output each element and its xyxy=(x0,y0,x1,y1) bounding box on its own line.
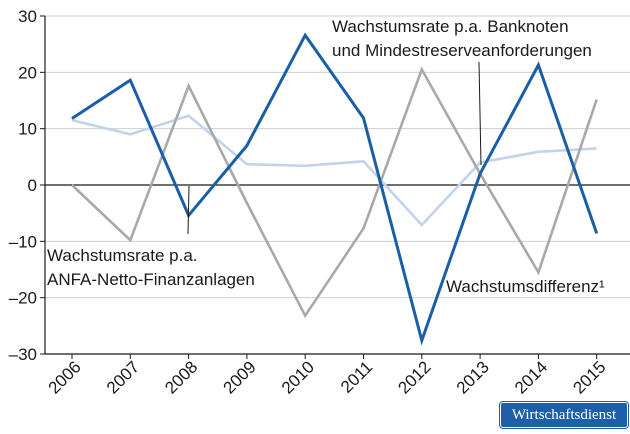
series-line-differenz xyxy=(71,114,597,227)
y-tick-label: 20 xyxy=(18,63,37,82)
series-line-anfa xyxy=(71,66,598,319)
y-tick-label: –30 xyxy=(9,345,37,364)
differenz-label: Wachstumsdifferenz¹ xyxy=(446,277,605,296)
y-tick-label: –20 xyxy=(9,289,37,308)
x-tick-label: 2015 xyxy=(569,357,609,397)
x-tick-label: 2010 xyxy=(278,357,318,397)
banknoten-label-line2: und Mindestreserveanforderungen xyxy=(332,41,592,60)
x-tick-label: 2013 xyxy=(453,357,493,397)
series-line-banknoten xyxy=(71,32,599,346)
x-tick-label: 2011 xyxy=(337,357,376,396)
anfa-label-line2: ANFA-Netto-Finanzanlagen xyxy=(47,270,255,289)
banknoten-label-line1: Wachstumsrate p.a. Banknoten xyxy=(332,17,569,36)
x-tick-label: 2007 xyxy=(103,357,143,397)
y-tick-label: 30 xyxy=(18,7,37,26)
x-tick-label: 2012 xyxy=(394,357,434,397)
banknoten-leader-line xyxy=(478,61,482,166)
y-tick-label: 0 xyxy=(28,176,37,195)
wirtschaftsdienst-logo: Wirtschaftsdienst xyxy=(500,402,628,428)
x-tick-label: 2006 xyxy=(45,357,85,397)
x-tick-label: 2008 xyxy=(161,357,201,397)
y-tick-label: 10 xyxy=(18,120,37,139)
anfa-leader-line xyxy=(187,185,190,235)
annotations: Wachstumsrate p.a. Banknoten und Mindest… xyxy=(47,17,605,296)
x-tick-label: 2009 xyxy=(220,357,260,397)
x-tick-label: 2014 xyxy=(511,357,551,397)
anfa-label-line1: Wachstumsrate p.a. xyxy=(47,246,198,265)
y-tick-label: –10 xyxy=(9,232,37,251)
series-lines xyxy=(71,32,599,346)
